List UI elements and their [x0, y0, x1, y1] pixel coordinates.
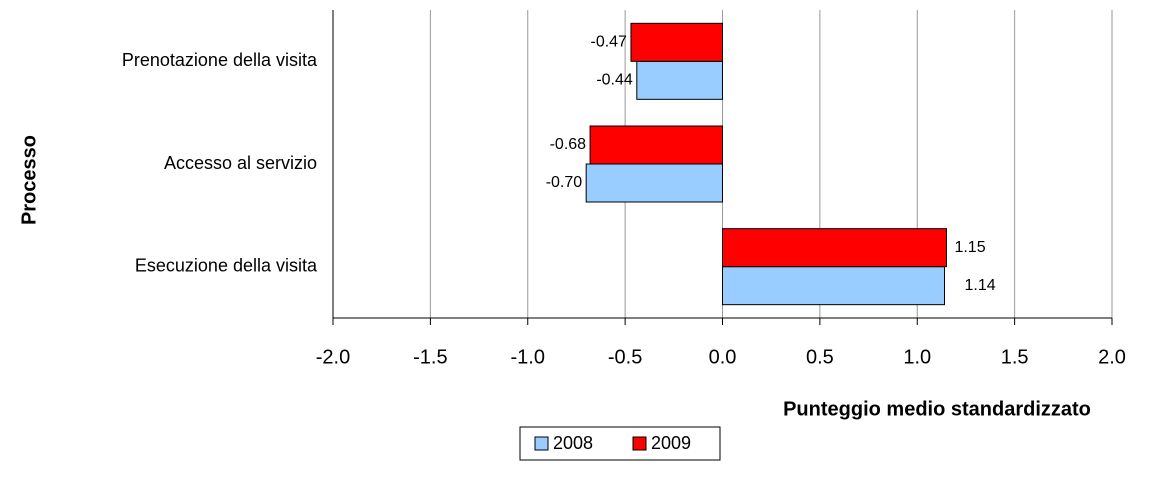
data-label: -0.68	[550, 136, 587, 153]
legend-label: 2009	[651, 433, 691, 453]
x-tick-label: 0.5	[806, 346, 834, 368]
bar	[589, 125, 723, 165]
x-tick-label: -1.0	[511, 346, 545, 368]
legend-swatch	[632, 436, 647, 451]
bar	[722, 266, 946, 306]
x-tick-label: -0.5	[608, 346, 642, 368]
data-label: 1.14	[965, 277, 996, 294]
data-label: -0.70	[546, 174, 583, 191]
legend-label: 2008	[553, 433, 593, 453]
x-tick-label: 0.0	[709, 346, 737, 368]
x-tick-label: 2.0	[1098, 346, 1126, 368]
x-tick-label: 1.5	[1001, 346, 1029, 368]
x-axis-title: Punteggio medio standardizzato	[783, 398, 1091, 420]
bar	[722, 228, 947, 268]
y-tick-label: Prenotazione della visita	[122, 50, 318, 70]
legend: 2008 2009	[519, 426, 721, 461]
legend-box	[519, 426, 721, 461]
y-axis-title: Processo	[18, 135, 40, 225]
bar	[630, 22, 724, 62]
data-label: -0.44	[596, 72, 633, 89]
bar	[585, 163, 723, 203]
y-tick-label: Accesso al servizio	[164, 153, 317, 173]
x-tick-label: 1.0	[903, 346, 931, 368]
y-tick-label: Esecuzione della visita	[135, 255, 318, 275]
x-tick-label: -2.0	[316, 346, 350, 368]
legend-swatch	[534, 436, 549, 451]
data-label: -0.47	[590, 34, 627, 51]
data-label: 1.15	[954, 239, 985, 256]
bar	[636, 60, 723, 100]
x-tick-label: -1.5	[413, 346, 447, 368]
